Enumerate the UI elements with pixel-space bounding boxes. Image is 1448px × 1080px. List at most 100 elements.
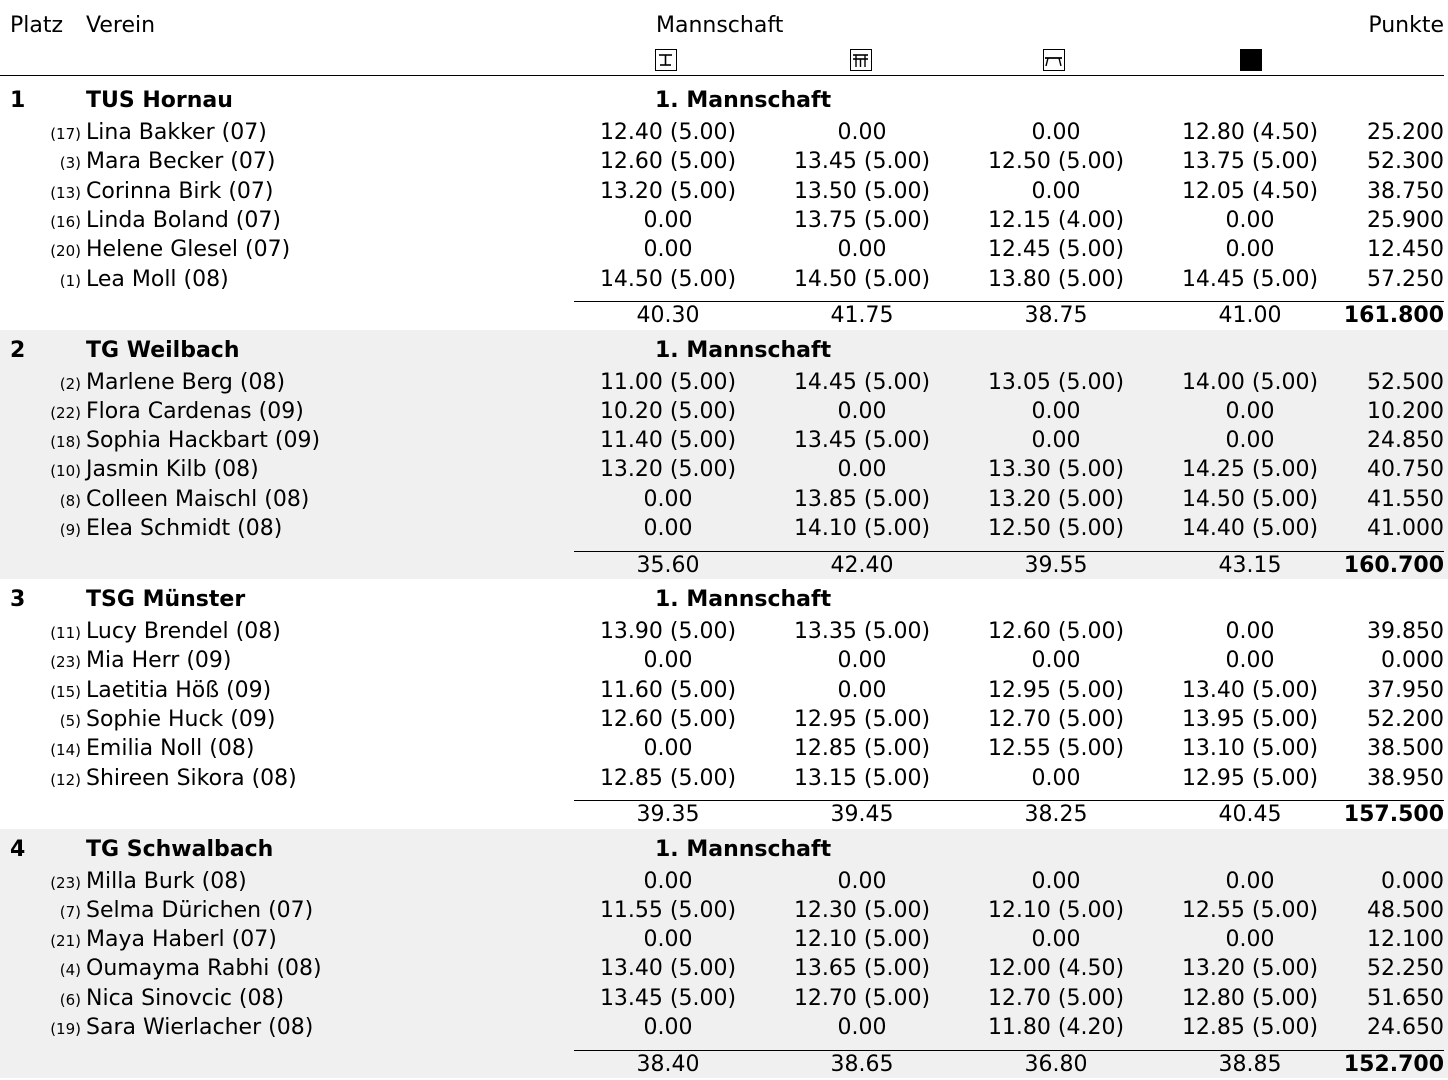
apparatus-score: 0.00 xyxy=(1225,398,1275,424)
apparatus-score: 0.00 xyxy=(837,457,887,483)
apparatus-score: 12.85 (5.00) xyxy=(793,736,931,762)
apparatus-score: 11.40 (5.00) xyxy=(599,428,737,454)
gymnast-name: Oumayma Rabhi (08) xyxy=(86,956,322,982)
apparatus-score: 13.15 (5.00) xyxy=(793,765,931,791)
apparatus-score: 11.55 (5.00) xyxy=(599,897,737,923)
team-place: 2 xyxy=(10,337,26,363)
gymnast-total: 38.500 xyxy=(1367,736,1444,762)
apparatus-score: 14.40 (5.00) xyxy=(1181,516,1319,541)
gymnast-total: 12.100 xyxy=(1367,927,1444,953)
apparatus-score: 13.65 (5.00) xyxy=(793,956,931,982)
apparatus-score: 12.95 (5.00) xyxy=(793,706,931,732)
apparatus-score: 12.95 (5.00) xyxy=(987,677,1125,703)
team-sum-row: 40.30 41.75 38.75 41.00 161.800 xyxy=(0,302,1448,331)
apparatus-score: 11.80 (4.20) xyxy=(987,1015,1125,1040)
apparatus-sum: 38.25 xyxy=(1024,802,1088,827)
apparatus-score: 10.20 (5.00) xyxy=(599,398,737,424)
apparatus-score: 0.00 xyxy=(643,207,693,233)
gymnast-total: 0.000 xyxy=(1381,868,1444,894)
gymnast-total: 52.200 xyxy=(1367,706,1444,732)
apparatus-score: 14.10 (5.00) xyxy=(793,516,931,541)
gymnast-name: Mia Herr (09) xyxy=(86,648,232,674)
sum-rule xyxy=(574,550,1444,552)
gymnast-name: Mara Becker (07) xyxy=(86,149,276,175)
table-row: (20) Helene Glesel (07) 0.00 0.00 12.45 (5.0… xyxy=(0,235,1448,264)
apparatus-score: 0.00 xyxy=(1031,648,1081,674)
table-row: (19) Sara Wierlacher (08) 0.00 0.00 11.80 (4… xyxy=(0,1013,1448,1042)
gymnast-total: 52.500 xyxy=(1367,369,1444,395)
start-number: (17) xyxy=(50,125,81,143)
start-number: (19) xyxy=(50,1020,81,1038)
apparatus-score: 0.00 xyxy=(1031,178,1081,204)
sum-rule xyxy=(574,1049,1444,1051)
gymnast-total: 41.550 xyxy=(1367,486,1444,512)
start-number: (14) xyxy=(50,741,81,760)
table-row: (6) Nica Sinovcic (08) 13.45 (5.00) 12.70 (… xyxy=(0,984,1448,1013)
apparatus-score: 12.55 (5.00) xyxy=(987,736,1125,762)
gymnast-name: Maya Haberl (07) xyxy=(86,927,277,953)
team-block: 3 TSG Münster 1. Mannschaft (11) Lucy Brende… xyxy=(0,579,1448,828)
apparatus-sum: 40.45 xyxy=(1218,802,1282,827)
gymnast-name: Jasmin Kilb (08) xyxy=(86,457,259,483)
table-row: (7) Selma Dürichen (07) 11.55 (5.00) 12.30 … xyxy=(0,896,1448,925)
gymnast-total: 12.450 xyxy=(1367,237,1444,263)
gymnast-name: Emilia Noll (08) xyxy=(86,736,255,762)
apparatus-score: 0.00 xyxy=(643,237,693,263)
gymnast-name: Elea Schmidt (08) xyxy=(86,516,283,541)
start-number: (5) xyxy=(59,711,81,730)
apparatus-score: 0.00 xyxy=(837,120,887,145)
apparatus-score: 14.50 (5.00) xyxy=(1181,486,1319,512)
gymnast-total: 38.950 xyxy=(1367,765,1444,791)
table-row: (17) Lina Bakker (07) 12.40 (5.00) 0.00 0.00… xyxy=(0,118,1448,147)
apparatus-score: 0.00 xyxy=(1225,237,1275,263)
gymnast-name: Lina Bakker (07) xyxy=(86,120,267,145)
gymnast-total: 25.900 xyxy=(1367,207,1444,233)
table-row: (4) Oumayma Rabhi (08) 13.40 (5.00) 13.65 (… xyxy=(0,954,1448,983)
apparatus-score: 0.00 xyxy=(1225,868,1275,894)
gymnast-name: Helene Glesel (07) xyxy=(86,237,291,263)
apparatus-score: 12.55 (5.00) xyxy=(1181,897,1319,923)
gymnast-total: 52.300 xyxy=(1367,149,1444,175)
apparatus-score: 12.50 (5.00) xyxy=(987,516,1125,541)
team-total: 160.700 xyxy=(1343,552,1444,578)
apparatus-score: 13.30 (5.00) xyxy=(987,457,1125,483)
apparatus-score: 12.10 (5.00) xyxy=(987,897,1125,923)
team-club: TG Schwalbach xyxy=(86,836,274,862)
apparatus-score: 13.10 (5.00) xyxy=(1181,736,1319,762)
team-sum-row: 39.35 39.45 38.25 40.45 157.500 xyxy=(0,801,1448,830)
gymnast-total: 41.000 xyxy=(1367,516,1444,541)
apparatus-score: 0.00 xyxy=(837,1015,887,1040)
gymnast-total: 24.650 xyxy=(1367,1015,1444,1040)
gymnast-total: 40.750 xyxy=(1367,457,1444,483)
apparatus-score: 12.50 (5.00) xyxy=(987,149,1125,175)
start-number: (23) xyxy=(50,653,81,672)
table-row: (5) Sophie Huck (09) 12.60 (5.00) 12.95 (5.… xyxy=(0,705,1448,734)
apparatus-sum: 36.80 xyxy=(1024,1051,1088,1077)
apparatus-score: 0.00 xyxy=(1031,868,1081,894)
gymnast-name: Corinna Birk (07) xyxy=(86,178,274,204)
start-number: (3) xyxy=(59,154,81,173)
apparatus-score: 13.90 (5.00) xyxy=(599,619,737,644)
apparatus-score: 13.20 (5.00) xyxy=(599,178,737,204)
team-place: 4 xyxy=(10,836,26,862)
gymnast-total: 0.000 xyxy=(1381,648,1444,674)
apparatus-score: 13.40 (5.00) xyxy=(1181,677,1319,703)
apparatus-score: 0.00 xyxy=(837,868,887,894)
apparatus-score: 12.60 (5.00) xyxy=(599,149,737,175)
gymnast-name: Lea Moll (08) xyxy=(86,266,229,292)
gymnast-total: 51.650 xyxy=(1367,985,1444,1011)
table-row: (14) Emilia Noll (08) 0.00 12.85 (5.00) 12.5… xyxy=(0,734,1448,763)
apparatus-score: 13.20 (5.00) xyxy=(599,457,737,483)
team-block: 1 TUS Hornau 1. Mannschaft (17) Lina Bakker … xyxy=(0,80,1448,329)
table-header: Platz Verein Mannschaft Punkte xyxy=(0,0,1448,78)
apparatus-score: 12.00 (4.50) xyxy=(987,956,1125,982)
sum-rule xyxy=(574,301,1444,302)
apparatus-score: 0.00 xyxy=(1031,398,1081,424)
start-number: (6) xyxy=(59,990,81,1009)
gymnast-total: 57.250 xyxy=(1367,266,1444,292)
apparatus-score: 12.05 (4.50) xyxy=(1181,178,1319,204)
table-row: (2) Marlene Berg (08) 11.00 (5.00) 14.45 (5… xyxy=(0,368,1448,397)
apparatus-score: 0.00 xyxy=(643,516,693,541)
table-row: (15) Laetitia Höß (09) 11.60 (5.00) 0.00 12.… xyxy=(0,676,1448,705)
gymnast-total: 52.250 xyxy=(1367,956,1444,982)
